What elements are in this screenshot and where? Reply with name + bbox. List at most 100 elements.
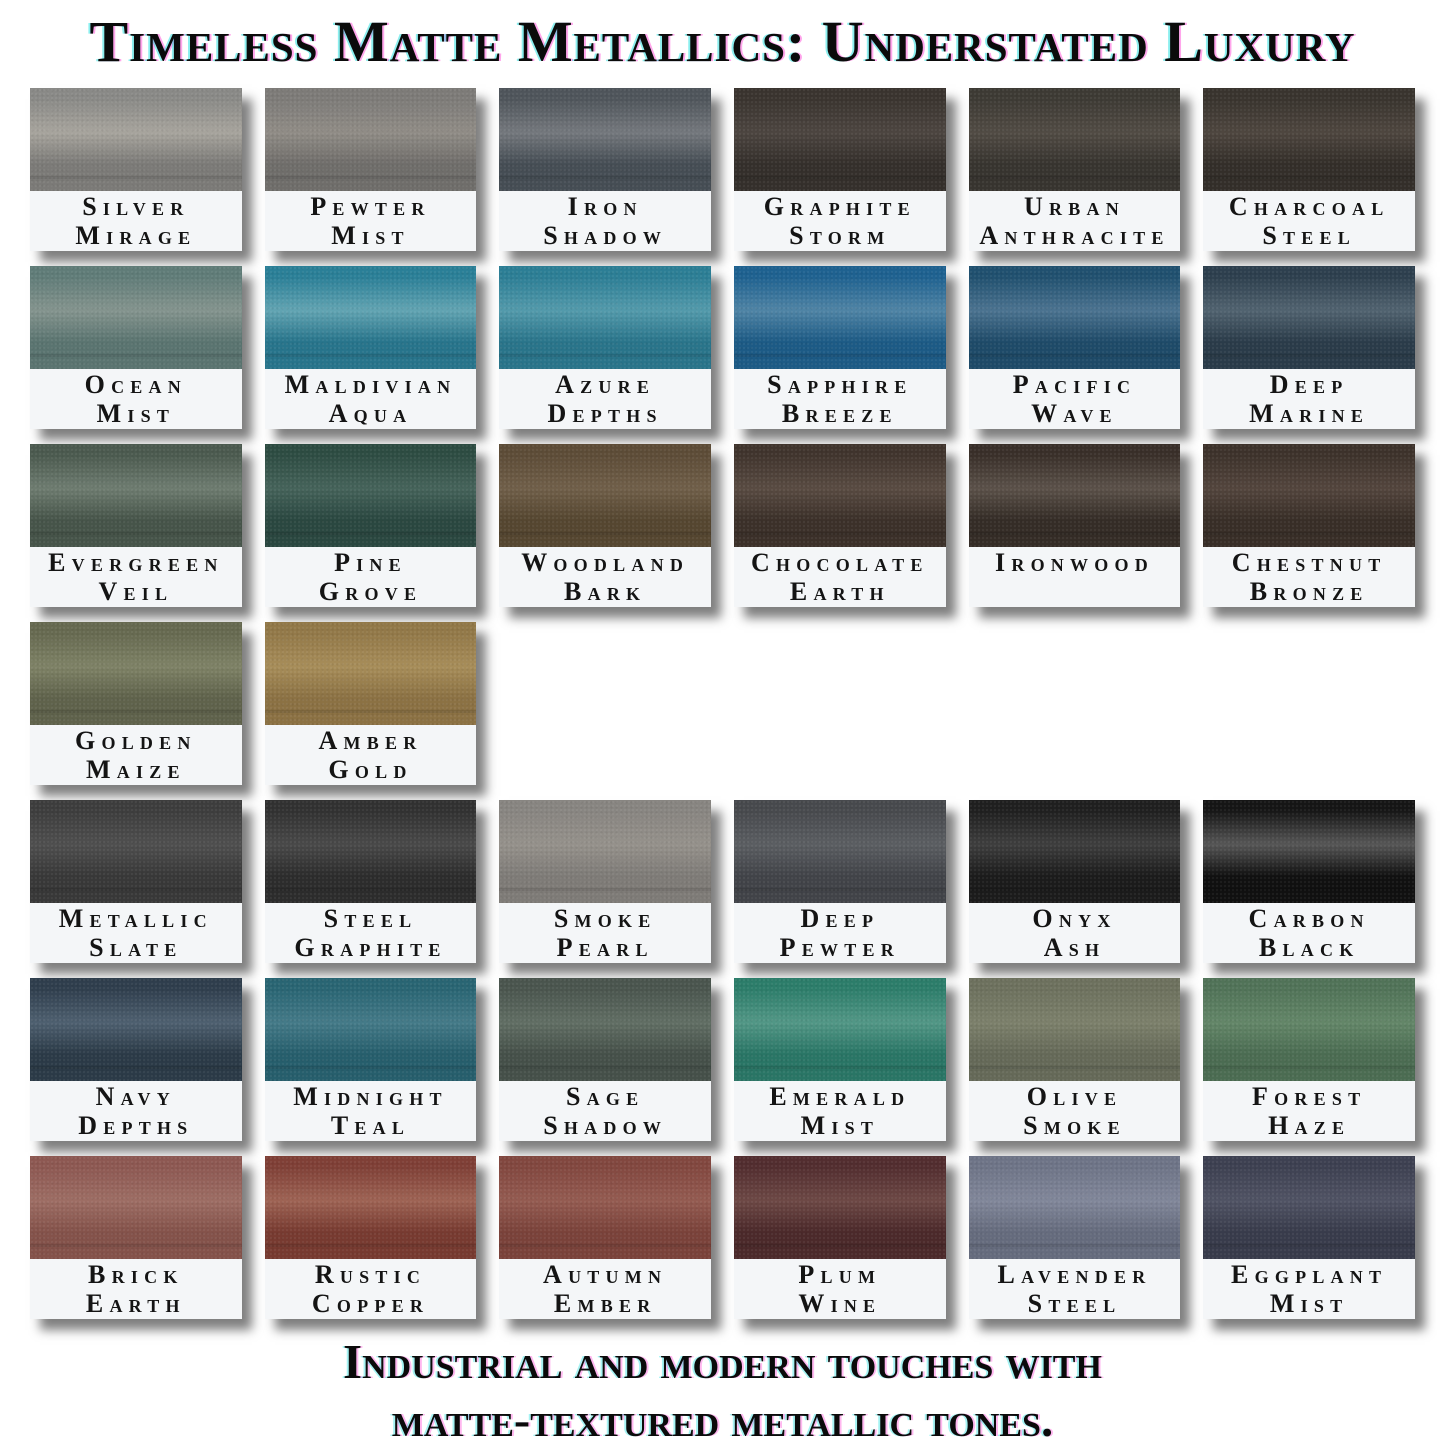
swatch-label-line: Storm (789, 221, 891, 251)
swatch-label-line: Brick (88, 1260, 184, 1290)
swatch-color (1203, 266, 1415, 370)
swatch-label: Evergreen Veil (30, 547, 242, 608)
caption: Industrial and modern touches with matte… (0, 1333, 1445, 1449)
swatch-color (734, 88, 946, 192)
swatch-color (30, 1156, 242, 1260)
swatch-label-line: Urban (1024, 192, 1125, 222)
swatch-color (30, 266, 242, 370)
page-title: Timeless Matte Metallics: Understated Lu… (89, 9, 1356, 74)
swatch-color (968, 88, 1181, 192)
swatch-card: Forest Haze (1203, 978, 1415, 1142)
swatch-label-line: Midnight (293, 1082, 448, 1112)
swatch-label: Deep Pewter (734, 903, 946, 964)
swatch-color (1203, 1156, 1415, 1260)
swatch-label-line: Ironwood (994, 548, 1155, 578)
swatch-color (264, 978, 477, 1082)
swatch-color (499, 1156, 711, 1260)
swatch-label: Brick Earth (30, 1259, 242, 1320)
swatch-label-line: Breeze (781, 399, 898, 429)
swatch-label-line: Bark (564, 577, 647, 607)
swatch-label-line: Steel (1262, 221, 1356, 251)
swatch-color (1203, 88, 1415, 192)
swatch-label: Ironwood (968, 547, 1181, 608)
swatch-card: Deep Pewter (734, 800, 946, 964)
swatch-label-line: Rustic (314, 1260, 427, 1290)
swatch-label: Olive Smoke (968, 1081, 1181, 1142)
swatch-card: Pacific Wave (968, 266, 1181, 430)
swatch-label: Midnight Teal (264, 1081, 477, 1142)
swatch-color (734, 266, 946, 370)
swatch-label-line: Wave (1031, 399, 1118, 429)
swatch-color (1203, 800, 1415, 904)
swatch-color (30, 622, 242, 726)
swatch-color (734, 800, 946, 904)
swatch-label-line: Sage (565, 1082, 645, 1112)
swatch-label: Iron Shadow (499, 191, 711, 252)
swatch-label-line: Emerald (769, 1082, 911, 1112)
swatch-card: Eggplant Mist (1203, 1156, 1415, 1320)
swatch-label-line: Golden (74, 726, 197, 756)
swatch-label-line: Forest (1251, 1082, 1367, 1112)
swatch-label-line: Chestnut (1231, 548, 1387, 578)
swatch-label-line: Steel (323, 904, 418, 934)
swatch-card: Lavender Steel (968, 1156, 1181, 1320)
swatch-label-line: Plum (798, 1260, 882, 1290)
swatch-card: Chocolate Earth (734, 444, 946, 608)
swatch-label: Azure Depths (499, 369, 711, 430)
caption-line-2: matte-textured metallic tones. (391, 1392, 1054, 1448)
swatch-label: Pacific Wave (968, 369, 1181, 430)
swatch-color (1203, 978, 1415, 1082)
swatch-label-line: Depths (547, 399, 663, 429)
swatch-label-line: Mist (331, 221, 410, 251)
swatch-label-line: Black (1258, 933, 1360, 963)
swatch-label-line: Pewter (779, 933, 900, 963)
swatch-label: Amber Gold (264, 725, 477, 786)
swatch-card: Pewter Mist (264, 88, 477, 252)
swatch-color (264, 800, 477, 904)
swatch-card: Steel Graphite (264, 800, 477, 964)
swatch-label-line: Charcoal (1228, 192, 1390, 222)
swatch-label-line: Chocolate (751, 548, 929, 578)
swatch-label: Silver Mirage (30, 191, 242, 252)
swatch-label: Plum Wine (734, 1259, 946, 1320)
swatch-label-line: Autumn (543, 1260, 668, 1290)
swatch-label: Golden Maize (30, 725, 242, 786)
swatch-label: Rustic Copper (264, 1259, 477, 1320)
swatch-card: Charcoal Steel (1203, 88, 1415, 252)
swatch-label-line: Haze (1268, 1111, 1351, 1141)
swatch-label: Woodland Bark (499, 547, 711, 608)
swatch-color (264, 1156, 477, 1260)
swatch-label-line: Aqua (328, 399, 413, 429)
swatch-label-line: Onyx (1032, 904, 1117, 934)
swatch-label-line: Deep (1269, 370, 1349, 400)
swatch-card: Metallic Slate (30, 800, 242, 964)
swatch-label-line: Maize (85, 755, 186, 785)
swatch-label-line: Pine (334, 548, 407, 578)
swatch-card: Sage Shadow (499, 978, 711, 1142)
swatch-label-line: Grove (318, 577, 423, 607)
swatch-label: Navy Depths (30, 1081, 242, 1142)
swatch-label-line: Metallic (58, 904, 213, 934)
swatch-card: Olive Smoke (968, 978, 1181, 1142)
swatch-label-line: Shadow (543, 221, 668, 251)
swatch-label-line: Maldivian (284, 370, 457, 400)
swatch-color (968, 266, 1181, 370)
swatch-label-line: Bronze (1249, 577, 1369, 607)
swatch-label-line: Woodland (521, 548, 690, 578)
swatch-label-line: Anthracite (979, 221, 1170, 251)
swatch-label: Ocean Mist (30, 369, 242, 430)
swatch-label: Chestnut Bronze (1203, 547, 1415, 608)
swatch-color (499, 88, 711, 192)
swatch-color (264, 622, 477, 726)
swatch-label-line: Steel (1027, 1289, 1122, 1319)
swatch-label: Autumn Ember (499, 1259, 711, 1320)
swatch-card: Smoke Pearl (499, 800, 711, 964)
swatch-label-line: Wine (798, 1289, 882, 1319)
swatch-label-line: Olive (1026, 1082, 1123, 1112)
swatch-label: Metallic Slate (30, 903, 242, 964)
swatch-card: Onyx Ash (968, 800, 1181, 964)
swatch-label: Chocolate Earth (734, 547, 946, 608)
swatch-card: Iron Shadow (499, 88, 711, 252)
swatch-label-line: Pacific (1012, 370, 1137, 400)
swatch-label-line: Veil (98, 577, 174, 607)
